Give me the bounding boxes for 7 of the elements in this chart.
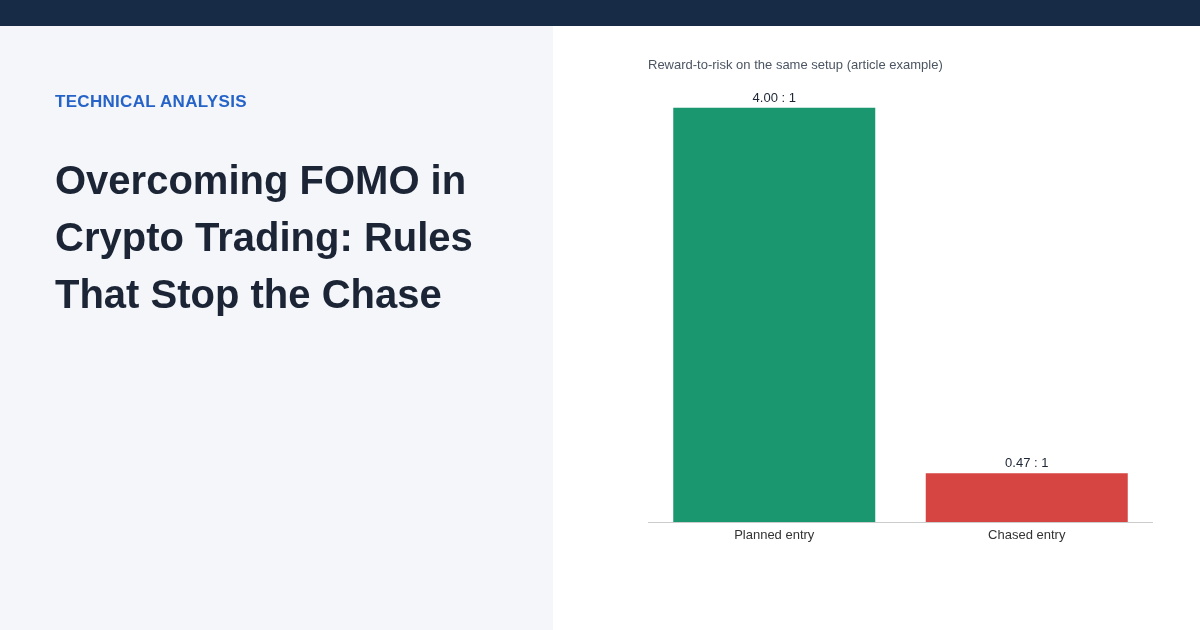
x-tick-label: Chased entry — [988, 526, 1066, 542]
text: Overcoming FOMO in Crypto Trading: Rules That Stop the Chase — [55, 157, 474, 318]
x-tick-label: Planned entry — [734, 526, 815, 542]
data-label: 4.00 : 1 — [752, 89, 796, 105]
chart-subtitle: Reward-to-risk on the same setup (article example) — [648, 57, 943, 72]
text: TECHNICAL ANALYSIS — [55, 92, 247, 112]
data-label: 0.47 : 1 — [1005, 455, 1049, 471]
